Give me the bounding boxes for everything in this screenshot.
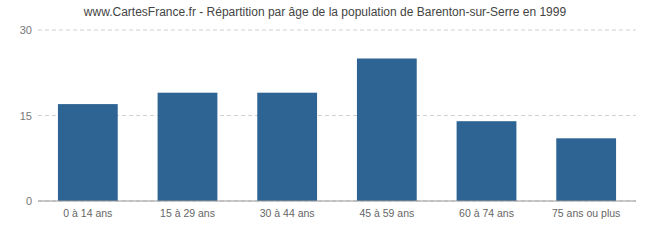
- x-tick-label: 60 à 74 ans: [459, 207, 514, 219]
- grid-line: [38, 201, 636, 202]
- bars: [58, 59, 616, 202]
- bar: [158, 93, 218, 201]
- background: [0, 0, 650, 229]
- x-tick-label: 45 à 59 ans: [359, 207, 414, 219]
- x-tick-label: 0 à 14 ans: [63, 207, 112, 219]
- bar: [357, 59, 417, 202]
- bar: [556, 138, 616, 201]
- y-axis: 0 15 30: [20, 24, 32, 207]
- bar: [58, 104, 118, 201]
- y-grid: [38, 30, 636, 201]
- y-tick-label: 30: [20, 24, 32, 36]
- x-tick-label: 75 ans ou plus: [552, 207, 620, 219]
- y-tick-label: 15: [20, 110, 32, 122]
- chart-svg: www.CartesFrance.fr - Répartition par âg…: [0, 0, 650, 229]
- page: {"chart_data": {"type": "bar", "title": …: [0, 0, 650, 229]
- grid-line: [38, 30, 636, 31]
- title: www.CartesFrance.fr - Répartition par âg…: [83, 5, 567, 19]
- chart-container: www.CartesFrance.fr - Répartition par âg…: [0, 0, 650, 229]
- x-axis: 0 à 14 ans 15 à 29 ans 30 à 44 ans 45 à 59 …: [38, 201, 636, 219]
- bar: [457, 121, 517, 201]
- y-tick-label: 0: [26, 195, 32, 207]
- x-tick-label: 15 à 29 ans: [160, 207, 215, 219]
- grid-line: [38, 115, 636, 116]
- bar: [257, 93, 317, 201]
- x-tick-label: 30 à 44 ans: [260, 207, 315, 219]
- x-axis-line: [38, 201, 636, 202]
